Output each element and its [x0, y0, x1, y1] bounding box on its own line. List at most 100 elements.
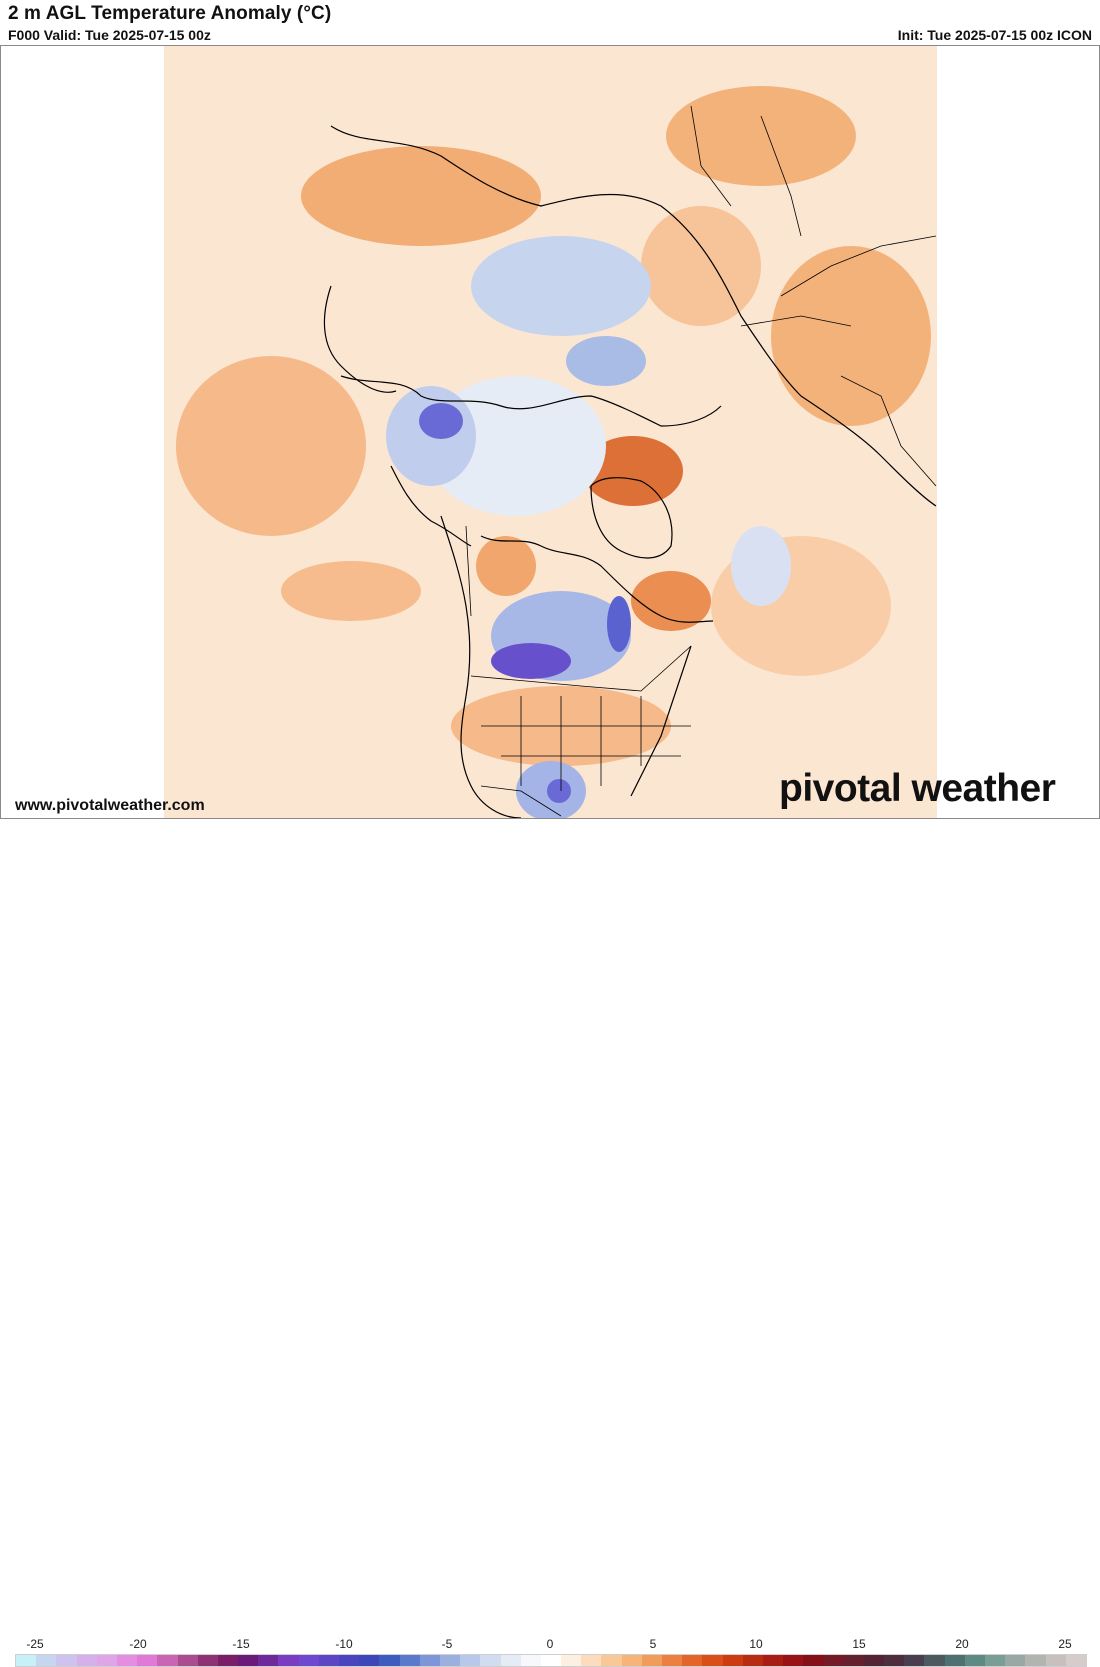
colorbar-tick-label: 5 — [649, 1637, 657, 1651]
colorbar-cell — [863, 1655, 885, 1666]
colorbar-cell — [1065, 1655, 1086, 1666]
colorbar-cell — [318, 1655, 339, 1666]
cool-region-siberia — [471, 236, 651, 336]
warm-region-alaska — [476, 536, 536, 596]
map-canvas — [164, 46, 937, 818]
colorbar-tick-label: -25 — [26, 1637, 44, 1651]
colorbar-cell — [76, 1655, 97, 1666]
colorbar-cell — [601, 1655, 622, 1666]
colorbar-tick-label: 25 — [1058, 1637, 1072, 1651]
anomaly-map[interactable] — [0, 45, 1100, 819]
border-europe-a — [690, 105, 732, 207]
colorbar-cell — [803, 1655, 824, 1666]
colorbar-cell — [177, 1655, 198, 1666]
colorbar-tick-label: 0 — [546, 1637, 554, 1651]
warm-region-quebec — [631, 571, 711, 631]
colorbar-cell — [823, 1655, 844, 1666]
coastline-canada-arctic — [480, 535, 714, 623]
colorbar-cell — [561, 1655, 582, 1666]
colorbar-cell — [843, 1655, 864, 1666]
brand-text-left: pivot — [779, 767, 870, 810]
coastline-europe-asia — [330, 125, 937, 507]
colorbar — [15, 1654, 1087, 1667]
colorbar-cell — [762, 1655, 784, 1666]
colorbar-cell — [116, 1655, 138, 1666]
colorbar-cell — [278, 1655, 299, 1666]
init-time: Init: Tue 2025-07-15 00z ICON — [897, 27, 1092, 43]
colorbar-cell — [641, 1655, 662, 1666]
cool-region-kara — [566, 336, 646, 386]
coastlines — [323, 125, 937, 818]
colorbar-cell — [16, 1655, 37, 1666]
colorbar-cell — [339, 1655, 360, 1666]
border-india — [840, 375, 937, 487]
coastline-greenland — [590, 477, 673, 559]
colorbar-cell — [1005, 1655, 1026, 1666]
cold-region-east-siberia — [419, 403, 463, 439]
colorbar-cell — [96, 1655, 117, 1666]
colorbar-cell — [924, 1655, 945, 1666]
border-europe-b — [760, 115, 802, 237]
border-us-mexico — [480, 785, 562, 817]
header: 2 m AGL Temperature Anomaly (°C) F000 Va… — [0, 0, 1100, 46]
warm-region-siberia — [641, 206, 761, 326]
colorbar-cell — [480, 1655, 501, 1666]
colorbar-tick-label: 15 — [852, 1637, 866, 1651]
colorbar-cell — [985, 1655, 1006, 1666]
colorbar-cell — [540, 1655, 562, 1666]
coastline-kamchatka — [390, 465, 472, 547]
colorbar-legend: -25 -20 -15 -10 -5 0 5 10 15 20 25 — [0, 818, 1100, 1667]
warm-region-pacific-south — [281, 561, 421, 621]
cold-region-texas — [547, 779, 571, 803]
colorbar-cell — [157, 1655, 178, 1666]
warm-region-europe — [301, 146, 541, 246]
colorbar-cell — [662, 1655, 683, 1666]
colorbar-tick-label: -5 — [441, 1637, 453, 1651]
colorbar-cell — [137, 1655, 158, 1666]
warm-region-asia-east — [666, 86, 856, 186]
colorbar-cell — [964, 1655, 985, 1666]
cool-anomaly-regions — [386, 236, 791, 818]
colorbar-cell — [359, 1655, 380, 1666]
colorbar-cell — [702, 1655, 723, 1666]
colorbar-tick-label: 20 — [955, 1637, 969, 1651]
coastline-scandinavia — [323, 285, 397, 393]
brand-logo: pivotal weather — [779, 767, 1056, 811]
colorbar-tick-label: -15 — [232, 1637, 250, 1651]
cool-region-north-atlantic — [731, 526, 791, 606]
colorbar-cell — [520, 1655, 541, 1666]
cold-region-hudson — [607, 596, 631, 652]
colorbar-cell — [581, 1655, 602, 1666]
site-url[interactable]: www.pivotalweather.com — [15, 797, 205, 814]
colorbar-tick-label: -10 — [335, 1637, 353, 1651]
cold-region-canada — [491, 643, 571, 679]
border-mongolia — [740, 315, 852, 327]
colorbar-cell — [36, 1655, 57, 1666]
colorbar-cell — [56, 1655, 77, 1666]
warm-region-asia-south — [771, 246, 931, 426]
coastline-us-east — [630, 645, 692, 797]
colorbar-cell — [884, 1655, 905, 1666]
coastline-siberia-arctic — [340, 375, 722, 427]
warm-anomaly-regions — [176, 86, 931, 766]
colorbar-cell — [197, 1655, 218, 1666]
colorbar-cell — [1045, 1655, 1066, 1666]
hot-region-greenland — [583, 436, 683, 506]
colorbar-cell — [439, 1655, 461, 1666]
colorbar-tick-label: -20 — [129, 1637, 147, 1651]
coastline-north-america-west — [440, 515, 522, 818]
colorbar-cell — [742, 1655, 763, 1666]
colorbar-cell — [783, 1655, 804, 1666]
colorbar-cell — [460, 1655, 481, 1666]
colorbar-cell — [419, 1655, 440, 1666]
colorbar-cell — [944, 1655, 965, 1666]
border-us-states — [481, 696, 691, 791]
colorbar-cell — [722, 1655, 743, 1666]
warm-region-pacific — [176, 356, 366, 536]
colorbar-cell — [500, 1655, 521, 1666]
colorbar-cell — [217, 1655, 239, 1666]
colorbar-cell — [258, 1655, 279, 1666]
map-title: 2 m AGL Temperature Anomaly (°C) — [8, 3, 332, 24]
border-alaska — [465, 525, 472, 617]
colorbar-cell — [399, 1655, 420, 1666]
